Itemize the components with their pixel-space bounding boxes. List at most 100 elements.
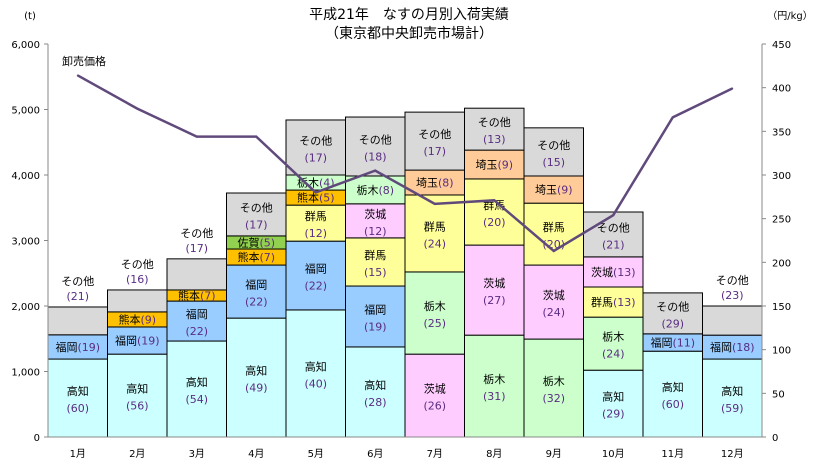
segment-label: その他 [121, 258, 154, 271]
segment-label: 群馬 [424, 219, 446, 233]
bar-segment [47, 358, 108, 438]
segment-share: (12) [304, 227, 327, 240]
segment-label: その他 [418, 128, 451, 141]
y2-tick-label: 0 [772, 433, 778, 444]
segment-name: 福岡 [55, 340, 77, 354]
segment-label: 福岡(18) [710, 340, 755, 354]
bar-segment [226, 192, 287, 237]
segment-share: (17) [423, 145, 446, 158]
segment-name: 熊本 [118, 312, 140, 326]
bar-segment [583, 369, 644, 438]
x-tick-label: 10月 [602, 448, 625, 460]
segment-label: 茨城(13) [591, 265, 636, 279]
bar-segment [523, 264, 584, 340]
segment-share: (13) [613, 266, 636, 279]
segment-label: その他 [478, 116, 511, 129]
segment-label: 高知 [721, 384, 743, 398]
segment-label: 熊本(5) [297, 191, 335, 205]
x-tick-label: 9月 [546, 448, 562, 460]
segment-label: 高知 [67, 384, 89, 398]
bar-segment [523, 127, 584, 177]
bar-segment [47, 306, 108, 336]
bar-segment [285, 240, 346, 311]
segment-share: (26) [423, 400, 446, 413]
segment-label: その他 [299, 134, 332, 147]
segment-share: (24) [423, 237, 446, 250]
y-tick-label: 5,000 [11, 106, 40, 117]
bar-segment [226, 317, 287, 438]
x-tick-label: 3月 [189, 448, 205, 460]
bar-segment [404, 169, 465, 196]
price-point [671, 116, 674, 119]
segment-name: 埼玉 [475, 158, 497, 172]
segment-share: (24) [542, 306, 565, 319]
segment-label: 高知 [364, 378, 386, 392]
axes: 1月 2月 3月 4月 5月 6月 7月 8月 9月 10月 11月 12月 0 1,000 2,000 3,… [11, 40, 791, 460]
segment-name: 熊本 [297, 191, 319, 205]
segment-label: その他 [359, 134, 392, 147]
segment-share: (40) [304, 377, 327, 390]
segment-label: 熊本(9) [118, 312, 156, 326]
x-tick-label: 7月 [427, 448, 443, 460]
y2-axis-label: （円/kg） [767, 10, 813, 22]
bar-segment [464, 149, 525, 180]
segment-share: (18) [732, 341, 755, 354]
segment-name: 佐賀 [237, 235, 259, 249]
segment-label: 群馬 [305, 209, 327, 223]
bar-segment [642, 350, 703, 438]
segment-name: 福岡 [115, 334, 137, 348]
x-tick-label: 1月 [70, 448, 86, 460]
segment-label: 栃木 [483, 372, 505, 386]
segment-share: (8) [378, 184, 394, 197]
chart-title: 平成21年 なすの月別入荷実績 [309, 7, 509, 23]
y-tick-label: 4,000 [11, 171, 40, 182]
segment-label: 埼玉(9) [475, 158, 513, 172]
segment-label: 福岡 [305, 262, 327, 276]
price-point [433, 202, 436, 205]
segment-share: (15) [364, 266, 387, 279]
segment-share: (5) [319, 192, 335, 205]
segment-share: (8) [438, 177, 454, 190]
segment-label: 福岡 [245, 278, 267, 292]
segment-share: (19) [137, 335, 160, 348]
x-tick-label: 5月 [308, 448, 324, 460]
y-tick-label: 1,000 [11, 368, 40, 379]
price-line-label: 卸売価格 [62, 54, 106, 68]
segment-share: (22) [185, 325, 208, 338]
segment-share: (59) [721, 402, 744, 415]
segment-share: (19) [77, 341, 100, 354]
price-point [76, 74, 79, 77]
segment-share: (17) [185, 242, 208, 255]
segment-share: (19) [364, 320, 387, 333]
segment-name: 栃木 [356, 183, 378, 197]
price-point [255, 135, 258, 138]
bar-segment [47, 334, 108, 360]
segment-label: 高知 [186, 375, 208, 389]
segment-label: 茨城 [424, 382, 446, 396]
segment-share: (49) [245, 382, 268, 395]
segment-share: (23) [721, 289, 744, 302]
segment-share: (31) [483, 390, 506, 403]
segment-label: 茨城 [543, 288, 565, 302]
price-point [731, 87, 734, 90]
segment-share: (28) [364, 396, 387, 409]
price-point [493, 199, 496, 202]
segment-label: その他 [597, 221, 630, 234]
segment-share: (24) [602, 348, 625, 361]
segment-label: その他 [61, 275, 94, 288]
segment-label: 埼玉(9) [535, 183, 573, 197]
bar-segment [285, 309, 346, 438]
y2-tick-label: 250 [772, 215, 791, 226]
y2-tick-label: 100 [772, 346, 791, 357]
segment-share: (22) [304, 280, 327, 293]
segment-label: 高知 [126, 382, 148, 396]
segment-share: (12) [364, 225, 387, 238]
segment-label: その他 [180, 227, 213, 240]
segment-label: 高知 [245, 364, 267, 378]
x-tick-label: 2月 [129, 448, 145, 460]
bar-segment [642, 292, 703, 335]
segment-name: 熊本 [178, 289, 200, 303]
bar-segment [464, 178, 525, 246]
segment-share: (15) [542, 156, 565, 169]
